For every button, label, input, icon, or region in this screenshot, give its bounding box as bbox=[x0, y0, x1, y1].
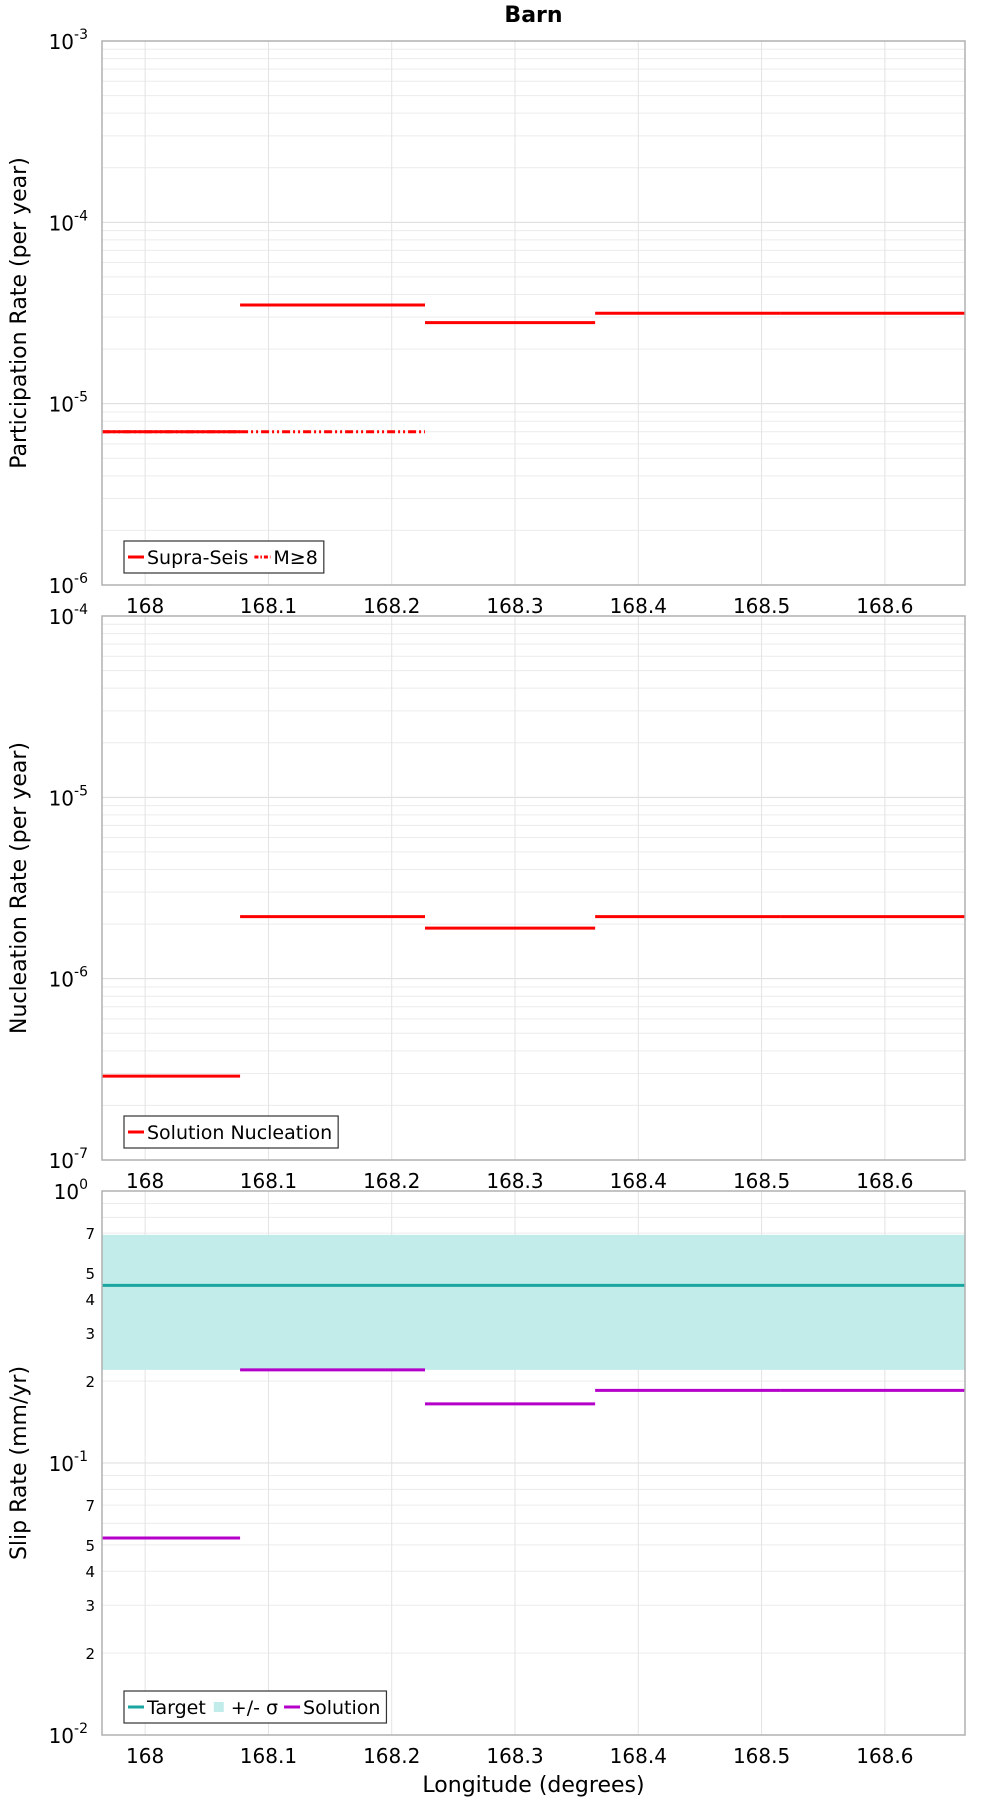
legend: Solution Nucleation bbox=[123, 1115, 339, 1149]
x-tick-label: 168.6 bbox=[856, 594, 913, 618]
x-tick-label: 168.6 bbox=[856, 1744, 913, 1768]
y-tick-label: 10-2 bbox=[49, 1721, 88, 1748]
legend-label: Supra-Seis bbox=[147, 547, 248, 569]
legend-box bbox=[123, 1690, 388, 1724]
plot-frame bbox=[101, 40, 966, 586]
y-axis-label: Nucleation Rate (per year) bbox=[7, 742, 32, 1034]
legend-swatch bbox=[213, 1702, 224, 1712]
chart-panel-3: 10-2 10-1 100 2 3 4 5 7 2 3 4 5 7 168 168.1 168.2 168.3 1… bbox=[7, 1177, 966, 1798]
y-minor-tick-label: 2 bbox=[85, 1645, 95, 1663]
x-tick-label: 168 bbox=[126, 1169, 164, 1193]
x-tick-label: 168.1 bbox=[240, 594, 297, 618]
plot-frame bbox=[101, 1190, 966, 1736]
y-tick-label: 10-7 bbox=[49, 1146, 88, 1173]
x-tick-label: 168 bbox=[126, 1744, 164, 1768]
y-axis-label: Slip Rate (mm/yr) bbox=[7, 1366, 32, 1560]
legend-box bbox=[123, 1115, 339, 1149]
x-tick-label: 168.4 bbox=[610, 594, 667, 618]
x-tick-label: 168.1 bbox=[240, 1169, 297, 1193]
chart-panel-2: 10-7 10-6 10-5 10-4 168 168.1 168.2 168.3 168.4 1… bbox=[7, 602, 966, 1193]
x-axis-label: Longitude (degrees) bbox=[422, 1773, 644, 1798]
x-tick-label: 168.2 bbox=[363, 1169, 420, 1193]
x-tick-label: 168.5 bbox=[733, 1169, 790, 1193]
y-minor-tick-label: 5 bbox=[85, 1265, 95, 1283]
x-tick-label: 168.3 bbox=[486, 594, 543, 618]
x-tick-label: 168.2 bbox=[363, 594, 420, 618]
x-tick-label: 168.5 bbox=[733, 594, 790, 618]
y-tick-label: 10-1 bbox=[49, 1449, 88, 1476]
y-minor-tick-label: 7 bbox=[85, 1225, 95, 1243]
chart-panel-1: 10-6 10-5 10-4 10-3 168 168.1 168.2 168.3 168.4 1… bbox=[7, 3, 966, 618]
x-tick-label: 168.3 bbox=[486, 1744, 543, 1768]
legend: Supra-Seis M≥8 bbox=[123, 540, 325, 574]
legend-label: Solution bbox=[303, 1697, 380, 1719]
y-minor-tick-label: 3 bbox=[85, 1325, 95, 1343]
x-tick-label: 168.4 bbox=[610, 1744, 667, 1768]
x-tick-label: 168.3 bbox=[486, 1169, 543, 1193]
legend-label: Target bbox=[146, 1697, 206, 1719]
y-axis-label: Participation Rate (per year) bbox=[7, 157, 32, 469]
legend-box bbox=[123, 540, 325, 574]
x-tick-label: 168.4 bbox=[610, 1169, 667, 1193]
y-minor-tick-label: 4 bbox=[85, 1563, 95, 1581]
y-tick-label: 10-4 bbox=[49, 602, 89, 629]
y-minor-tick-label: 7 bbox=[85, 1497, 95, 1515]
x-tick-label: 168.5 bbox=[733, 1744, 790, 1768]
legend-label: Solution Nucleation bbox=[147, 1122, 332, 1144]
y-minor-tick-label: 4 bbox=[85, 1291, 95, 1309]
y-tick-label: 10-4 bbox=[49, 208, 89, 235]
y-minor-tick-label: 2 bbox=[85, 1373, 95, 1391]
sigma-band bbox=[102, 1234, 965, 1370]
chart-title: Barn bbox=[504, 3, 562, 28]
x-tick-label: 168.2 bbox=[363, 1744, 420, 1768]
y-tick-label: 10-5 bbox=[49, 783, 88, 810]
legend-label: M≥8 bbox=[273, 547, 317, 569]
x-tick-label: 168.6 bbox=[856, 1169, 913, 1193]
y-minor-tick-label: 3 bbox=[85, 1597, 95, 1615]
y-minor-tick-label: 5 bbox=[85, 1537, 95, 1555]
y-tick-label: 10-6 bbox=[49, 965, 89, 992]
x-tick-label: 168 bbox=[126, 594, 164, 618]
plot-frame bbox=[101, 615, 966, 1161]
legend-label: +/- σ bbox=[231, 1697, 278, 1719]
y-tick-label: 100 bbox=[54, 1177, 88, 1204]
y-tick-label: 10-5 bbox=[49, 390, 88, 417]
y-tick-label: 10-6 bbox=[49, 571, 89, 598]
x-tick-label: 168.1 bbox=[240, 1744, 297, 1768]
y-tick-label: 10-3 bbox=[49, 27, 88, 54]
legend: Target +/- σ Solution bbox=[123, 1690, 388, 1724]
